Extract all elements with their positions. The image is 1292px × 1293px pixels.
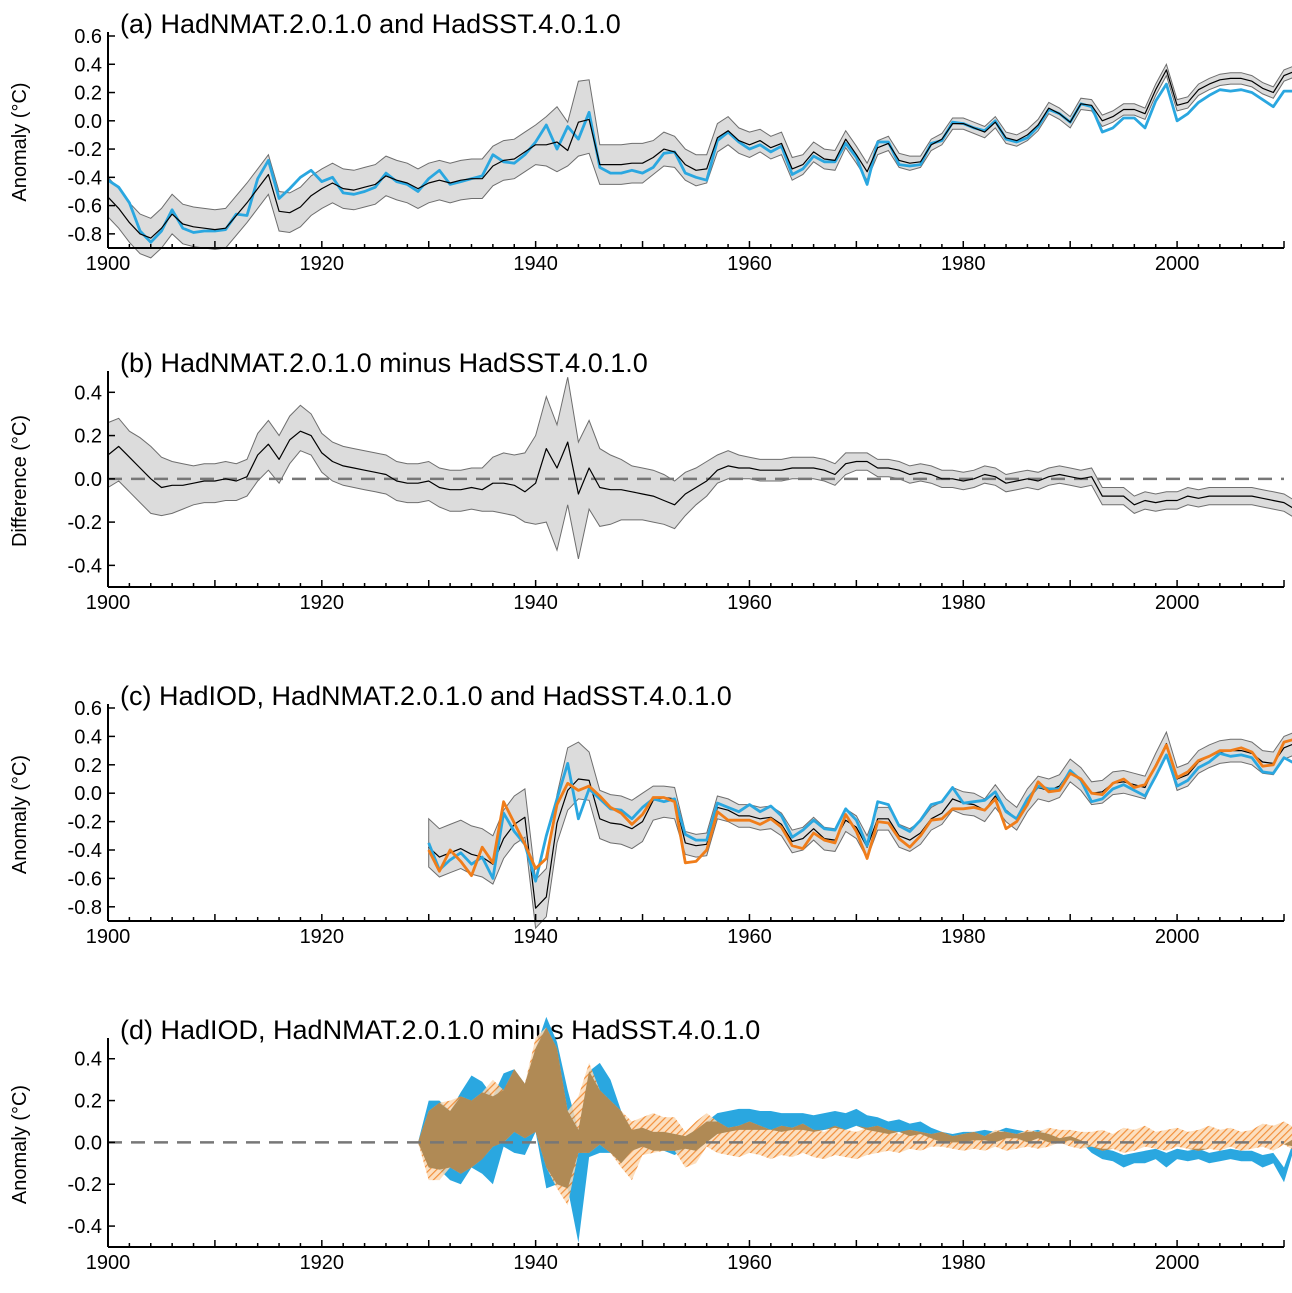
- y-tick-label: 0.0: [74, 783, 102, 805]
- y-tick-label: -0.8: [68, 897, 102, 919]
- series-blue: [107, 82, 1292, 244]
- x-tick-label: 2000: [1155, 592, 1200, 614]
- area-orange-hatched: [418, 1027, 1292, 1206]
- y-tick-label: -0.4: [68, 167, 102, 189]
- y-tick-label: 0.4: [74, 54, 102, 76]
- uncertainty-band: [107, 377, 1292, 560]
- x-tick-label: 1900: [86, 926, 131, 948]
- x-tick-label: 1960: [727, 253, 772, 275]
- y-tick-label: -0.6: [68, 196, 102, 218]
- y-tick-label: -0.2: [68, 812, 102, 834]
- panel-title: (c) HadIOD, HadNMAT.2.0.1.0 and HadSST.4…: [120, 681, 732, 711]
- y-tick-label: -0.2: [68, 1174, 102, 1196]
- y-tick-label: -0.6: [68, 868, 102, 890]
- series-orange: [427, 738, 1292, 878]
- y-tick-label: 0.6: [74, 698, 102, 720]
- y-tick-label: 0.4: [74, 382, 102, 404]
- x-tick-label: 2000: [1155, 926, 1200, 948]
- y-tick-label: 0.4: [74, 1049, 102, 1071]
- panel-d: (d) HadIOD, HadNMAT.2.0.1.0 minus HadSST…: [0, 969, 1292, 1292]
- y-axis-label: Anomaly (°C): [9, 82, 31, 201]
- y-tick-label: 0.2: [74, 1091, 102, 1113]
- y-tick-label: 0.2: [74, 426, 102, 448]
- x-tick-label: 1940: [513, 1252, 558, 1274]
- x-tick-label: 1920: [300, 253, 345, 275]
- y-tick-label: 0.0: [74, 111, 102, 133]
- y-tick-label: -0.4: [68, 1216, 102, 1238]
- x-tick-label: 1940: [513, 253, 558, 275]
- x-tick-label: 2000: [1155, 1252, 1200, 1274]
- chart-c: (c) HadIOD, HadNMAT.2.0.1.0 and HadSST.4…: [9, 681, 1292, 948]
- y-tick-label: 0.4: [74, 726, 102, 748]
- area-overlap: [418, 1027, 1292, 1189]
- series-black: [107, 69, 1292, 239]
- y-tick-label: -0.2: [68, 139, 102, 161]
- y-tick-label: 0.0: [74, 469, 102, 491]
- x-tick-label: 1960: [727, 1252, 772, 1274]
- x-tick-label: 1960: [727, 592, 772, 614]
- y-tick-label: -0.2: [68, 512, 102, 534]
- y-tick-label: 0.0: [74, 1132, 102, 1154]
- x-tick-label: 1940: [513, 592, 558, 614]
- panel-b: (b) HadNMAT.2.0.1.0 minus HadSST.4.0.1.0…: [0, 323, 1292, 646]
- chart-b: (b) HadNMAT.2.0.1.0 minus HadSST.4.0.1.0…: [9, 348, 1292, 614]
- chart-d: (d) HadIOD, HadNMAT.2.0.1.0 minus HadSST…: [9, 1015, 1292, 1274]
- uncertainty-band: [107, 63, 1292, 259]
- series-blue: [427, 752, 1292, 883]
- x-tick-label: 1960: [727, 926, 772, 948]
- y-tick-label: 0.2: [74, 83, 102, 105]
- panel-title: (a) HadNMAT.2.0.1.0 and HadSST.4.0.1.0: [120, 9, 621, 39]
- y-tick-label: -0.8: [68, 224, 102, 246]
- y-axis-label: Difference (°C): [9, 415, 31, 547]
- x-tick-label: 1900: [86, 1252, 131, 1274]
- chart-a: (a) HadNMAT.2.0.1.0 and HadSST.4.0.1.0 19…: [9, 9, 1292, 275]
- y-tick-label: 0.6: [74, 26, 102, 48]
- x-tick-label: 1920: [300, 926, 345, 948]
- y-axis-label: Anomaly (°C): [9, 755, 31, 874]
- y-tick-label: -0.4: [68, 555, 102, 577]
- y-tick-label: 0.2: [74, 755, 102, 777]
- panel-title: (b) HadNMAT.2.0.1.0 minus HadSST.4.0.1.0: [120, 348, 648, 378]
- panel-a: (a) HadNMAT.2.0.1.0 and HadSST.4.0.1.0 19…: [0, 0, 1292, 323]
- x-tick-label: 1900: [86, 592, 131, 614]
- x-tick-label: 1980: [941, 253, 986, 275]
- panel-title: (d) HadIOD, HadNMAT.2.0.1.0 minus HadSST…: [120, 1015, 760, 1045]
- panel-c: (c) HadIOD, HadNMAT.2.0.1.0 and HadSST.4…: [0, 646, 1292, 969]
- series-black: [107, 430, 1292, 509]
- x-tick-label: 1980: [941, 1252, 986, 1274]
- y-tick-label: -0.4: [68, 840, 102, 862]
- x-tick-label: 1920: [300, 592, 345, 614]
- x-tick-label: 1920: [300, 1252, 345, 1274]
- x-tick-label: 1940: [513, 926, 558, 948]
- y-axis-label: Anomaly (°C): [9, 1085, 31, 1204]
- x-tick-label: 2000: [1155, 253, 1200, 275]
- x-tick-label: 1980: [941, 926, 986, 948]
- x-tick-label: 1980: [941, 592, 986, 614]
- x-tick-label: 1900: [86, 253, 131, 275]
